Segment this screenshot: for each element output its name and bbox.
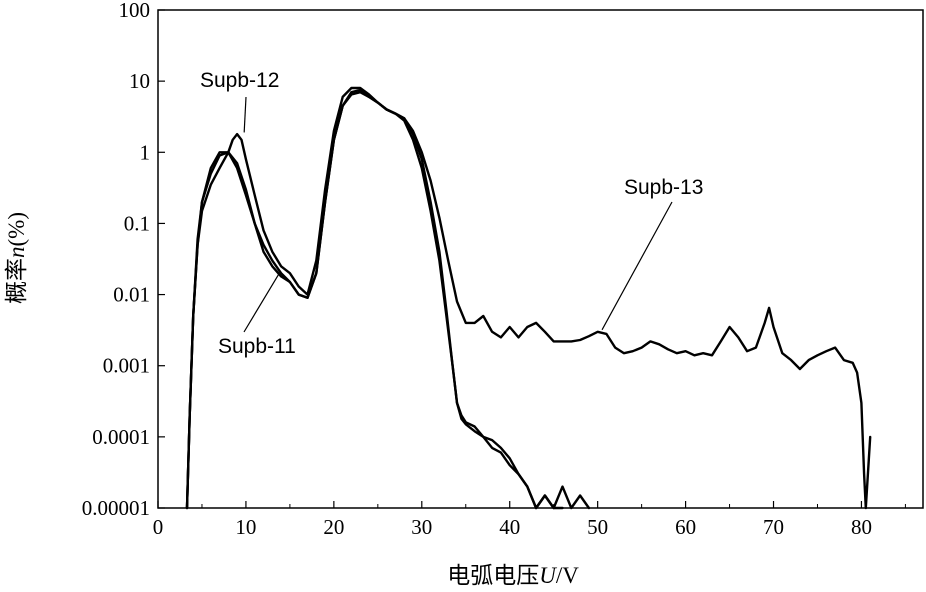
x-axis-title-unit: /V: [556, 563, 579, 588]
x-tick-label: 60: [675, 515, 696, 539]
series-layer: [185, 86, 872, 510]
y-tick-label: 0.0001: [92, 425, 150, 449]
annotation-leader: [601, 201, 673, 331]
x-axis-title: 电弧电压U/V: [447, 563, 579, 588]
x-tick-label: 80: [851, 515, 872, 539]
x-axis-title-var: U: [539, 563, 557, 588]
plot-frame: [157, 9, 924, 509]
annotation-label: Supb-12: [200, 69, 279, 92]
y-axis-title-prefix: 概率: [4, 258, 29, 304]
y-axis-title-unit: (%): [4, 212, 29, 246]
annotation-layer: Supb-12 Supb-11 Supb-13: [200, 69, 703, 358]
annotation-label: Supb-11: [218, 335, 296, 358]
annotation-leader: [243, 96, 247, 133]
annotation-leader: [243, 272, 280, 333]
x-tick-label: 10: [235, 515, 256, 539]
y-tick-label: 0.001: [103, 354, 150, 378]
y-axis-title: 概率n(%): [4, 212, 29, 304]
x-tick-label: 20: [323, 515, 344, 539]
y-tick-label: 0.1: [124, 211, 150, 235]
series-line-supb-12: [185, 86, 564, 510]
y-tick-label: 100: [119, 0, 151, 22]
y-tick-label: 0.00001: [82, 496, 150, 520]
x-tick-label: 70: [763, 515, 784, 539]
y-tick-label: 0.01: [113, 283, 150, 307]
y-axis: 0.00001 0.0001 0.001 0.01 0.1 1 10 100: [82, 0, 165, 520]
series-line-supb-13: [185, 88, 872, 510]
x-axis-title-prefix: 电弧电压: [447, 563, 539, 588]
x-tick-label: 50: [587, 515, 608, 539]
annotation-label: Supb-13: [624, 176, 703, 199]
x-tick-label: 30: [411, 515, 432, 539]
x-tick-label: 40: [499, 515, 520, 539]
y-tick-label: 1: [140, 140, 151, 164]
x-tick-label: 0: [153, 515, 164, 539]
y-axis-title-var: n: [4, 246, 29, 258]
y-tick-label: 10: [129, 69, 150, 93]
x-axis: 0 10 20 30 40 50 60 70 80: [153, 501, 906, 539]
series-line-supb-11: [185, 91, 591, 510]
